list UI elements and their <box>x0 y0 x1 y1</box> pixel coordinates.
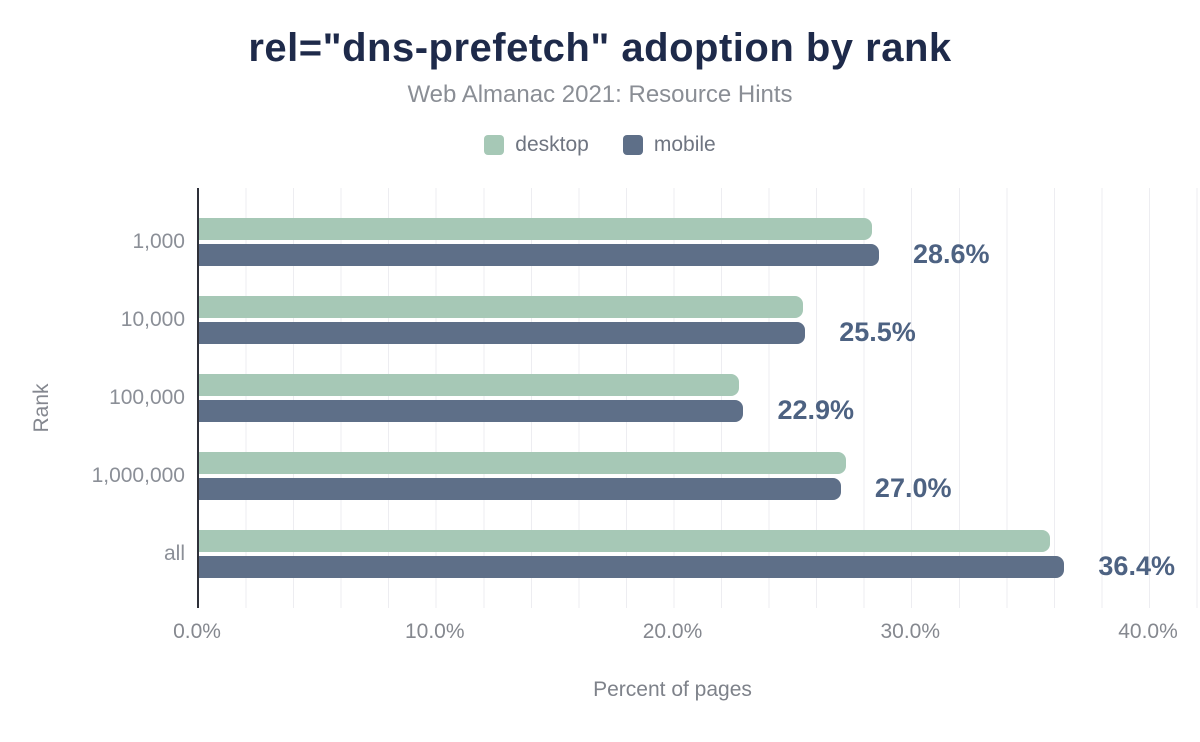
chart-row: 1,000,000 27.0% <box>92 452 1199 503</box>
chart-row: 100,000 22.9% <box>109 374 1199 425</box>
chart-row: all 36.4% <box>164 530 1199 581</box>
x-tick-label: 0.0% <box>173 620 221 643</box>
x-axis-title: Percent of pages <box>593 678 752 701</box>
desktop-bar <box>199 530 1051 552</box>
legend: desktop mobile <box>0 133 1200 157</box>
legend-item-mobile: mobile <box>622 133 716 157</box>
mobile-bar <box>199 556 1065 578</box>
legend-label-mobile: mobile <box>653 133 716 156</box>
plot-area: 1,000 28.6% 10,000 25.5% 100,000 22.9% 1,000,0… <box>92 188 1199 608</box>
desktop-bar <box>199 452 846 474</box>
value-label: 27.0% <box>874 473 952 503</box>
legend-item-desktop: desktop <box>484 133 589 157</box>
x-tick-label: 20.0% <box>642 620 703 643</box>
value-label: 25.5% <box>839 317 916 347</box>
category-label: 10,000 <box>120 308 185 331</box>
mobile-bar <box>199 322 806 344</box>
x-tick-label: 30.0% <box>880 620 941 643</box>
chart-row: 10,000 25.5% <box>121 296 1199 347</box>
category-label: 1,000 <box>132 230 185 253</box>
category-label: all <box>163 542 185 565</box>
mobile-bar <box>199 400 744 422</box>
value-label: 22.9% <box>777 395 854 425</box>
value-label: 28.6% <box>912 239 990 269</box>
desktop-bar <box>199 374 739 396</box>
desktop-bar <box>199 218 872 240</box>
legend-label-desktop: desktop <box>515 133 589 156</box>
value-label: 36.4% <box>1098 551 1175 581</box>
category-label: 100,000 <box>109 386 185 409</box>
x-tick-label: 10.0% <box>404 620 465 643</box>
desktop-swatch-icon <box>484 135 505 155</box>
mobile-bar <box>199 244 879 266</box>
x-tick-label: 40.0% <box>1118 620 1178 643</box>
chart-row: 1,000 28.6% <box>132 218 1199 269</box>
chart-title: rel="dns-prefetch" adoption by rank <box>248 26 952 70</box>
category-label: 1,000,000 <box>91 464 185 487</box>
chart-subtitle: Web Almanac 2021: Resource Hints <box>407 81 793 108</box>
desktop-bar <box>199 296 803 318</box>
mobile-bar <box>199 478 841 500</box>
x-axis-ticks: 0.0% 10.0% 20.0% 30.0% 40.0% <box>173 620 1178 646</box>
mobile-swatch-icon <box>622 135 643 155</box>
